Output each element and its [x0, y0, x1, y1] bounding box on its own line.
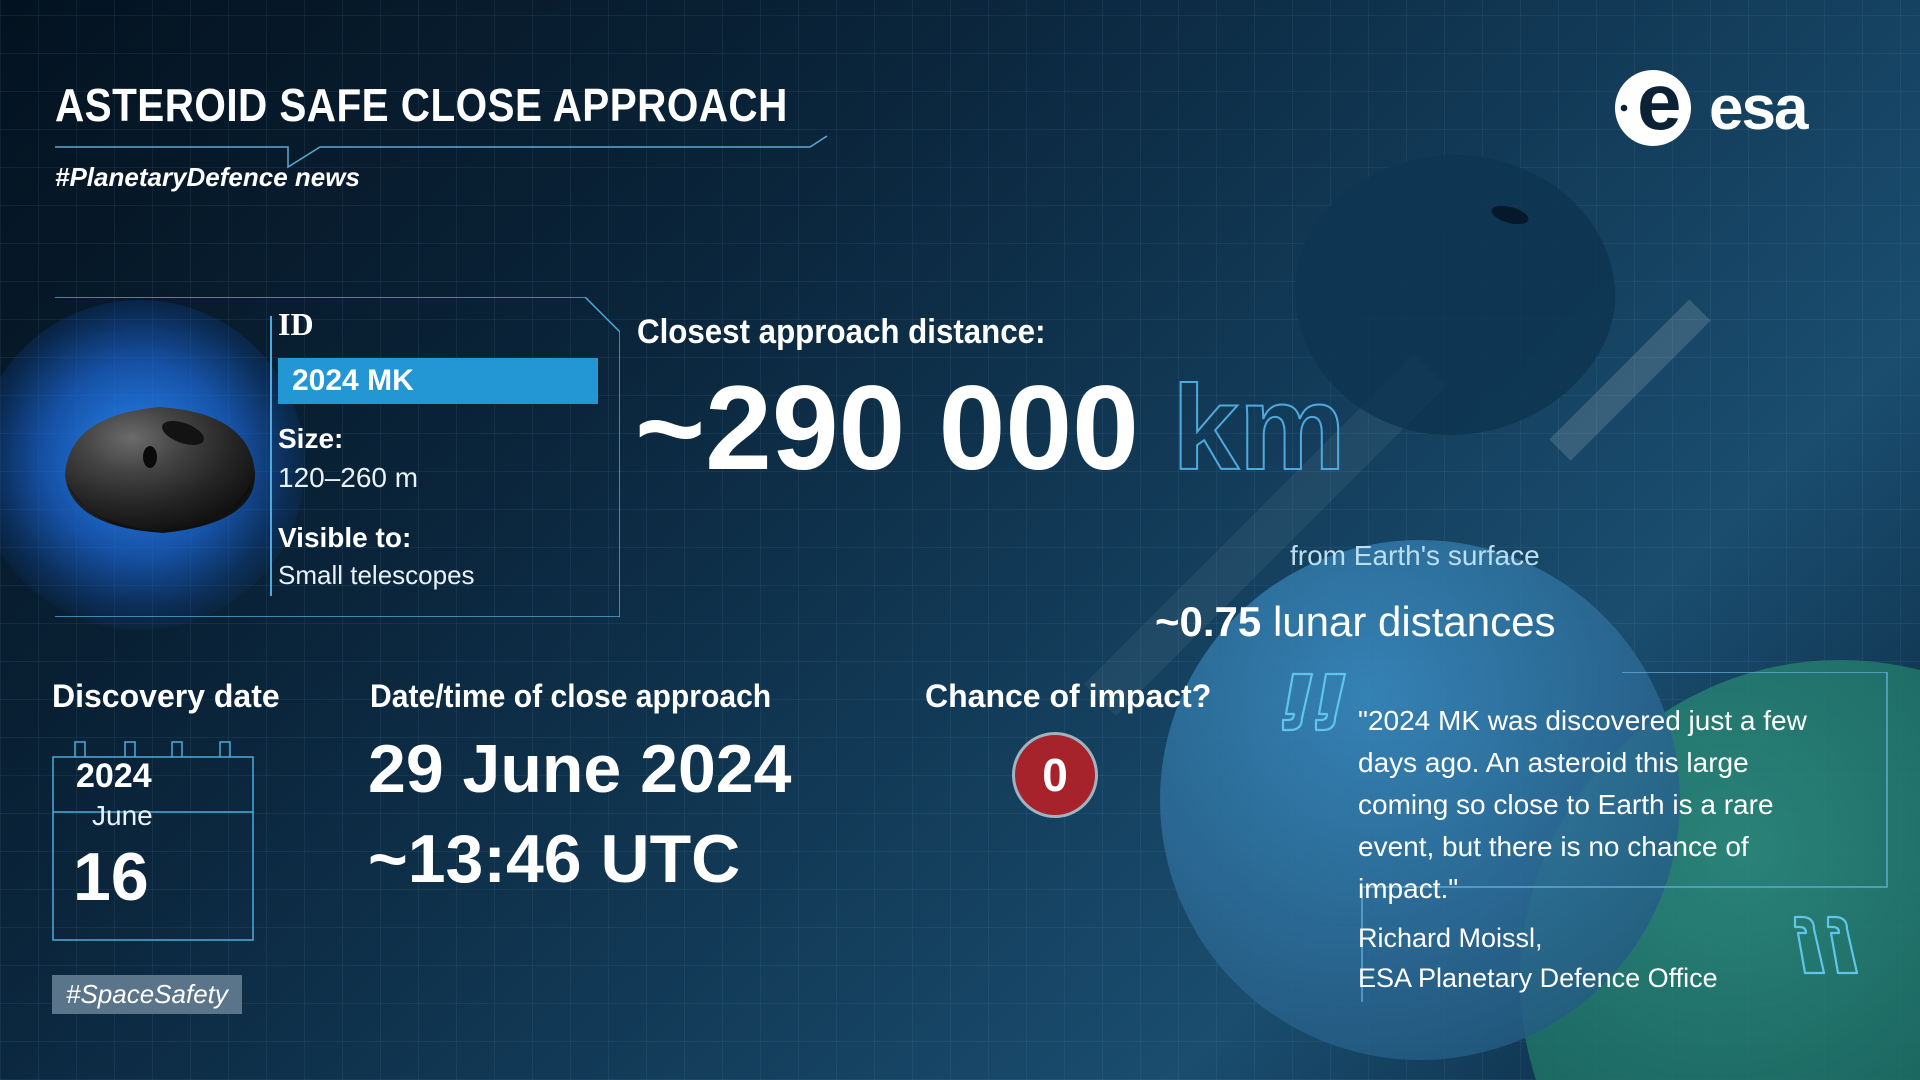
- svg-text:e: e: [1637, 68, 1682, 146]
